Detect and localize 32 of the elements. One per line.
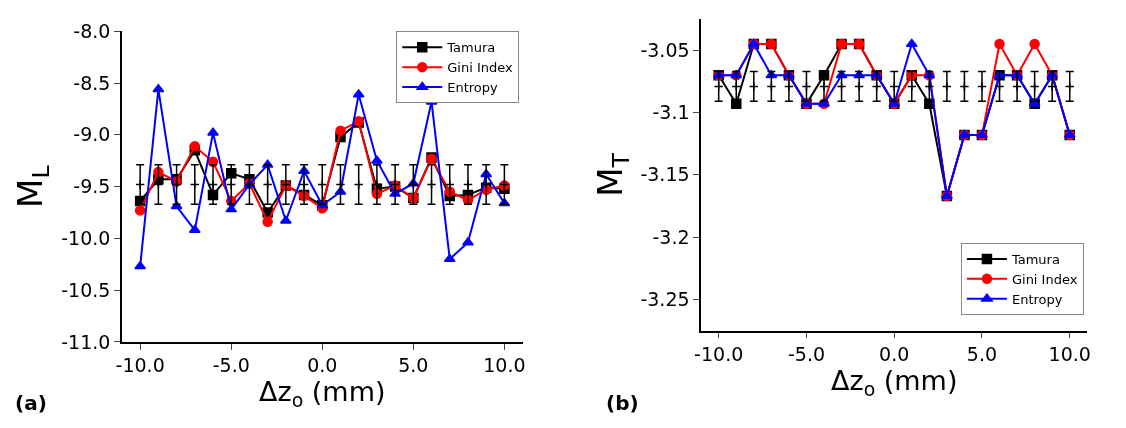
- x-tick-label: -10.0: [694, 343, 744, 366]
- y-tick-label: -9.5: [73, 175, 111, 198]
- x-tick-label: -10.0: [115, 354, 165, 377]
- x-tick-label: 5.0: [398, 354, 429, 377]
- legend-label: Entropy: [1011, 291, 1063, 307]
- y-tick-label: -3.05: [640, 38, 690, 61]
- y-tick-label: -10.0: [61, 227, 111, 250]
- y-tick-label: -11.0: [61, 330, 111, 353]
- x-tick-label: 0.0: [307, 354, 338, 377]
- x-tick-label: 0.0: [879, 343, 910, 366]
- y-tick-label: -3.25: [640, 288, 690, 311]
- x-tick-label: 10.0: [483, 354, 526, 377]
- legend-label: Entropy: [447, 80, 499, 96]
- x-tick-label: -5.0: [212, 354, 250, 377]
- legend-label: Gini Index: [1011, 271, 1078, 287]
- y-tick-label: -3.1: [652, 101, 690, 124]
- y-tick-label: -10.5: [61, 278, 111, 301]
- x-tick-label: 5.0: [966, 343, 998, 366]
- y-tick-label: -9.0: [73, 123, 111, 146]
- legend-label: Tamura: [446, 40, 496, 56]
- y-tick-label: -8.5: [73, 71, 111, 94]
- y-tick-label: -8.0: [73, 19, 111, 42]
- x-axis-title: Δz$_{o}$ (mm): [259, 376, 386, 412]
- y-tick-label: -3.2: [652, 225, 690, 248]
- legend-label: Gini Index: [447, 60, 514, 76]
- x-tick-label: 10.0: [1048, 343, 1091, 366]
- text: (b): [606, 391, 639, 415]
- y-tick-label: -3.15: [640, 163, 690, 186]
- legend-label: Tamura: [1010, 251, 1060, 267]
- x-tick-label: -5.0: [787, 343, 825, 366]
- text: (a): [15, 391, 47, 415]
- x-axis-title: Δz$_{o}$ (mm): [830, 365, 958, 400]
